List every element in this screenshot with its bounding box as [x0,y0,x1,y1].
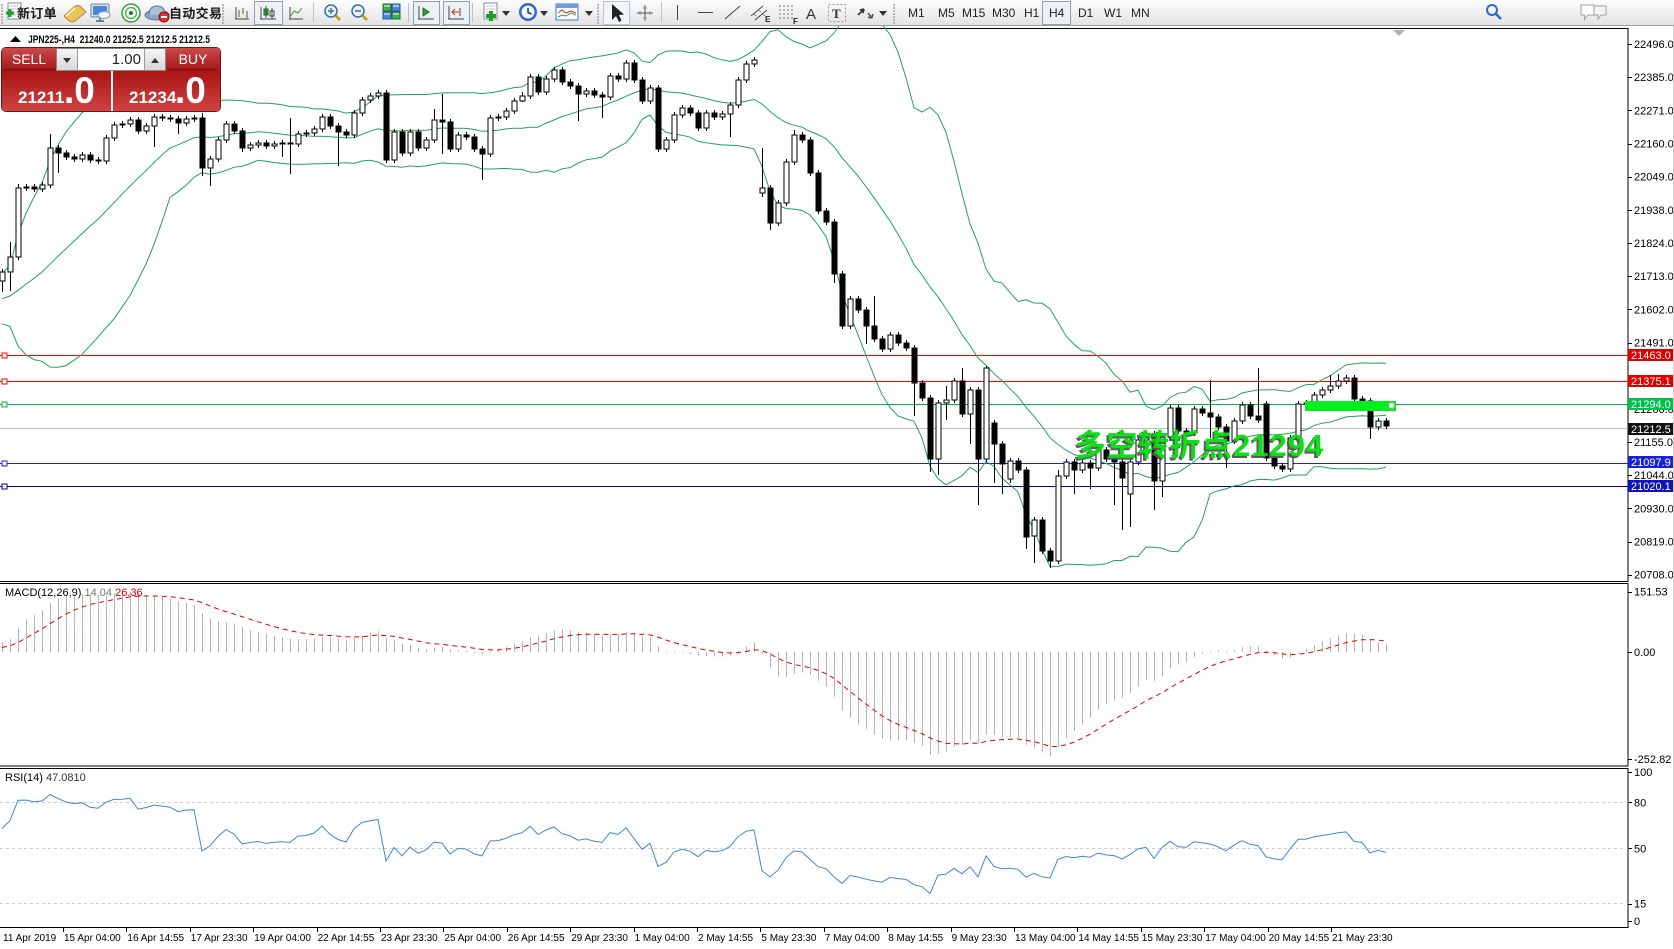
svg-text:M30: M30 [992,6,1016,20]
svg-text:M15: M15 [962,6,986,20]
svg-text:20930.0: 20930.0 [1634,503,1674,515]
svg-text:A: A [806,6,816,23]
svg-text:-252.82: -252.82 [1634,754,1671,766]
svg-text:21602.0: 21602.0 [1634,304,1674,316]
svg-text:21044.0: 21044.0 [1634,470,1674,482]
svg-text:21463.0: 21463.0 [1631,350,1671,362]
svg-text:19 Apr 04:00: 19 Apr 04:00 [254,933,311,944]
svg-text:151.53: 151.53 [1634,587,1668,599]
svg-text:100: 100 [1634,767,1652,779]
svg-text:21 May 23:30: 21 May 23:30 [1332,933,1393,944]
svg-text:23 Apr 23:30: 23 Apr 23:30 [381,933,438,944]
svg-text:20708.0: 20708.0 [1634,570,1674,582]
svg-text:80: 80 [1634,798,1646,810]
svg-text:15: 15 [1634,899,1646,911]
svg-text:21938.0: 21938.0 [1634,205,1674,217]
svg-text:17 May 04:00: 17 May 04:00 [1205,933,1266,944]
svg-text:20 May 14:55: 20 May 14:55 [1269,933,1330,944]
svg-text:M1: M1 [908,6,925,20]
svg-text:7 May 04:00: 7 May 04:00 [825,933,880,944]
svg-text:21212.5: 21212.5 [1631,424,1671,436]
svg-text:MACD(12,26,9) 14.04 26.36: MACD(12,26,9) 14.04 26.36 [5,587,143,599]
svg-text:22 Apr 14:55: 22 Apr 14:55 [318,933,375,944]
svg-text:2 May 14:55: 2 May 14:55 [698,933,753,944]
svg-text:14 May 14:55: 14 May 14:55 [1078,933,1139,944]
svg-text:W1: W1 [1104,6,1122,20]
svg-text:1 May 04:00: 1 May 04:00 [635,933,690,944]
svg-text:21491.0: 21491.0 [1634,338,1674,350]
svg-text:20819.0: 20819.0 [1634,537,1674,549]
svg-text:0: 0 [1634,916,1640,928]
svg-text:H1: H1 [1024,6,1040,20]
svg-text:21294: 21294 [1231,430,1322,465]
svg-text:21294: 21294 [1233,428,1324,463]
svg-text:22496.0: 22496.0 [1634,39,1674,51]
svg-text:17 Apr 23:30: 17 Apr 23:30 [191,933,248,944]
svg-text:21375.1: 21375.1 [1631,376,1671,388]
svg-text:16 Apr 14:55: 16 Apr 14:55 [127,933,184,944]
svg-text:JPN225-,H4 21240.0 21252.5 21: JPN225-,H4 21240.0 21252.5 21212.5 21212… [28,34,210,46]
svg-text:T: T [832,6,841,21]
svg-text:21155.0: 21155.0 [1634,437,1673,449]
svg-text:21713.0: 21713.0 [1634,271,1674,283]
svg-text:21824.0: 21824.0 [1634,238,1674,250]
svg-text:M5: M5 [938,6,955,20]
svg-text:F: F [793,17,798,26]
svg-text:RSI(14) 47.0810: RSI(14) 47.0810 [5,772,86,784]
svg-text:22271.0: 22271.0 [1634,105,1674,117]
svg-text:15 May 23:30: 15 May 23:30 [1142,933,1203,944]
svg-text:21097.9: 21097.9 [1631,457,1671,469]
svg-text:D1: D1 [1078,6,1094,20]
svg-text:22160.0: 22160.0 [1634,139,1674,151]
svg-text:9 May 23:30: 9 May 23:30 [952,933,1007,944]
svg-text:H4: H4 [1049,6,1065,20]
svg-text:5 May 23:30: 5 May 23:30 [761,933,816,944]
svg-text:MN: MN [1131,6,1150,20]
svg-text:26 Apr 14:55: 26 Apr 14:55 [508,933,565,944]
svg-text:21294.0: 21294.0 [1631,399,1671,411]
svg-text:0.00: 0.00 [1634,647,1655,659]
svg-text:22385.0: 22385.0 [1634,72,1674,84]
svg-text:25 Apr 04:00: 25 Apr 04:00 [444,933,501,944]
svg-text:11 Apr 2019: 11 Apr 2019 [3,933,57,944]
svg-text:8 May 14:55: 8 May 14:55 [888,933,943,944]
svg-text:E: E [765,15,771,24]
svg-text:13 May 04:00: 13 May 04:00 [1015,933,1076,944]
svg-text:22049.0: 22049.0 [1634,172,1674,184]
svg-text:50: 50 [1634,844,1646,856]
svg-text:15 Apr 04:00: 15 Apr 04:00 [64,933,121,944]
svg-text:21020.1: 21020.1 [1631,481,1671,493]
svg-text:29 Apr 23:30: 29 Apr 23:30 [571,933,628,944]
